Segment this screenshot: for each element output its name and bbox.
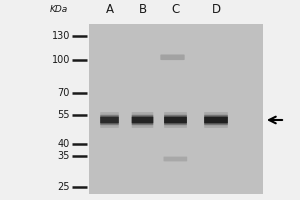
FancyBboxPatch shape: [132, 117, 153, 123]
FancyBboxPatch shape: [164, 115, 187, 125]
FancyBboxPatch shape: [164, 112, 187, 128]
Text: 35: 35: [58, 151, 70, 161]
FancyBboxPatch shape: [204, 112, 228, 128]
FancyBboxPatch shape: [100, 117, 119, 123]
Text: A: A: [106, 3, 113, 16]
FancyBboxPatch shape: [100, 112, 119, 128]
Text: 100: 100: [52, 55, 70, 65]
FancyBboxPatch shape: [204, 117, 228, 123]
FancyBboxPatch shape: [100, 115, 119, 125]
FancyBboxPatch shape: [164, 157, 187, 161]
Text: 130: 130: [52, 31, 70, 41]
FancyBboxPatch shape: [160, 54, 184, 60]
Text: C: C: [171, 3, 180, 16]
Text: 70: 70: [58, 88, 70, 98]
Text: 25: 25: [57, 182, 70, 192]
Text: KDa: KDa: [50, 5, 68, 14]
Text: 40: 40: [58, 139, 70, 149]
Text: D: D: [212, 3, 220, 16]
FancyBboxPatch shape: [164, 117, 187, 123]
FancyBboxPatch shape: [204, 115, 228, 125]
Text: B: B: [138, 3, 147, 16]
Text: 55: 55: [57, 110, 70, 120]
FancyBboxPatch shape: [132, 115, 153, 125]
Bar: [88, 24, 262, 194]
FancyBboxPatch shape: [132, 112, 153, 128]
